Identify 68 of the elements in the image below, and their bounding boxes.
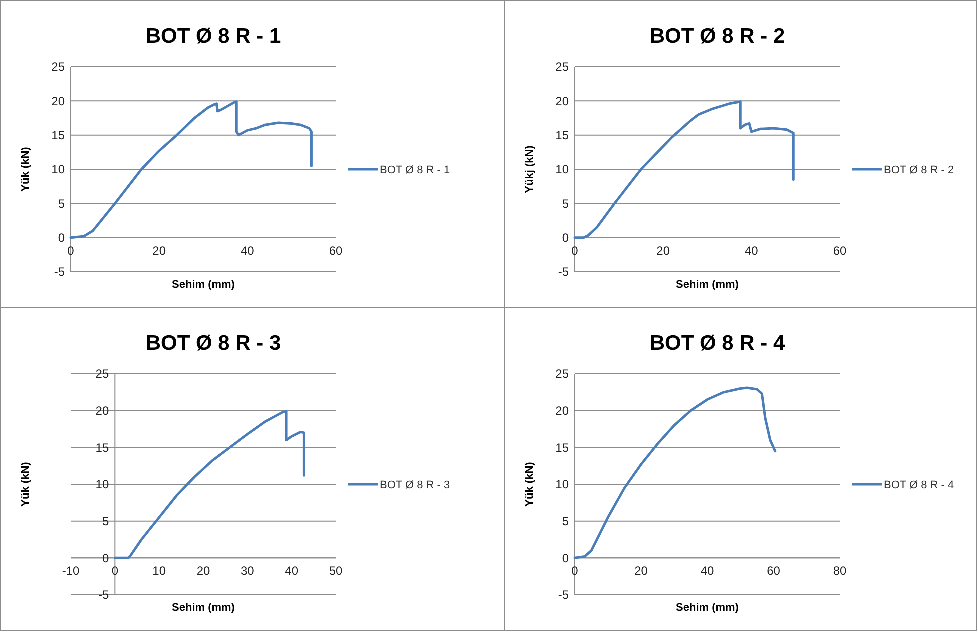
x-tick-label: 0 (68, 244, 75, 258)
y-tick-label: 15 (556, 440, 570, 455)
y-tick-label: 10 (96, 478, 110, 492)
legend-label: BOT Ø 8 R - 4 (884, 479, 954, 492)
line-series (114, 410, 306, 560)
y-tick-label: 25 (556, 367, 570, 382)
y-axis-title: Yük (kN) (20, 462, 32, 507)
x-axis-title: Sehim (mm) (676, 279, 740, 291)
y-tick-label: -5 (558, 588, 570, 602)
line-series (574, 386, 777, 560)
x-tick-label: 50 (329, 564, 343, 578)
x-tick-label: 20 (196, 564, 210, 578)
y-tick-label: 0 (102, 551, 110, 566)
x-axis-title: Sehim (mm) (676, 602, 740, 614)
x-tick-label: 20 (634, 564, 648, 578)
x-axis-title: Sehim (mm) (172, 602, 236, 614)
y-axis-title: Yükj (kN) (524, 145, 536, 194)
x-tick-label: 30 (240, 564, 255, 578)
y-tick-label: 0 (562, 231, 570, 246)
y-tick-label: 20 (52, 94, 66, 108)
y-tick-label: 25 (52, 60, 66, 74)
x-tick-label: 60 (329, 244, 343, 258)
y-tick-label: 10 (52, 162, 66, 177)
y-tick-label: 5 (562, 514, 570, 529)
x-tick-label: 0 (572, 564, 579, 578)
y-tick-label: 0 (562, 551, 570, 566)
legend-label: BOT Ø 8 R - 1 (380, 164, 450, 176)
chart-title: BOT Ø 8 R - 3 (146, 332, 282, 355)
x-tick-label: 10 (152, 564, 166, 578)
y-tick-label: -5 (54, 265, 66, 280)
x-tick-label: 20 (152, 244, 166, 258)
y-tick-label: 5 (562, 196, 570, 211)
y-tick-label: 15 (96, 440, 110, 455)
x-tick-label: -10 (62, 564, 80, 578)
y-tick-label: 25 (96, 367, 110, 382)
x-tick-label: 40 (285, 564, 299, 578)
chart-title: BOT Ø 8 R - 2 (650, 25, 786, 48)
x-tick-label: 20 (656, 244, 670, 258)
line-series (70, 100, 313, 240)
y-tick-label: 5 (102, 514, 110, 529)
x-tick-label: 60 (833, 244, 847, 258)
x-tick-label: 40 (700, 564, 714, 578)
y-tick-label: -5 (98, 588, 110, 602)
y-tick-label: 15 (52, 128, 66, 143)
y-tick-label: -5 (558, 265, 570, 280)
y-tick-label: 15 (556, 128, 570, 143)
y-tick-label: 20 (96, 404, 110, 418)
y-tick-label: 10 (556, 478, 570, 492)
x-tick-label: 0 (112, 564, 119, 578)
x-tick-label: 0 (572, 244, 579, 258)
y-tick-label: 0 (58, 231, 66, 246)
x-tick-label: 40 (744, 244, 759, 258)
line-series (574, 100, 795, 240)
x-axis-title: Sehim (mm) (172, 279, 236, 291)
y-tick-label: 5 (58, 196, 66, 211)
y-tick-label: 10 (556, 162, 570, 177)
legend-label: BOT Ø 8 R - 3 (380, 479, 450, 492)
y-tick-label: 20 (556, 404, 570, 418)
chart-title: BOT Ø 8 R - 4 (650, 332, 786, 355)
x-tick-label: 60 (767, 564, 781, 578)
legend-label: BOT Ø 8 R - 2 (884, 164, 954, 176)
y-tick-label: 20 (556, 94, 570, 108)
chart-title: BOT Ø 8 R - 1 (146, 25, 282, 48)
x-tick-label: 40 (240, 244, 255, 258)
y-tick-label: 25 (556, 60, 570, 74)
y-axis-title: Yük (kN) (20, 146, 32, 192)
y-axis-title: Yük (kN) (524, 462, 536, 507)
x-tick-label: 80 (833, 564, 847, 578)
